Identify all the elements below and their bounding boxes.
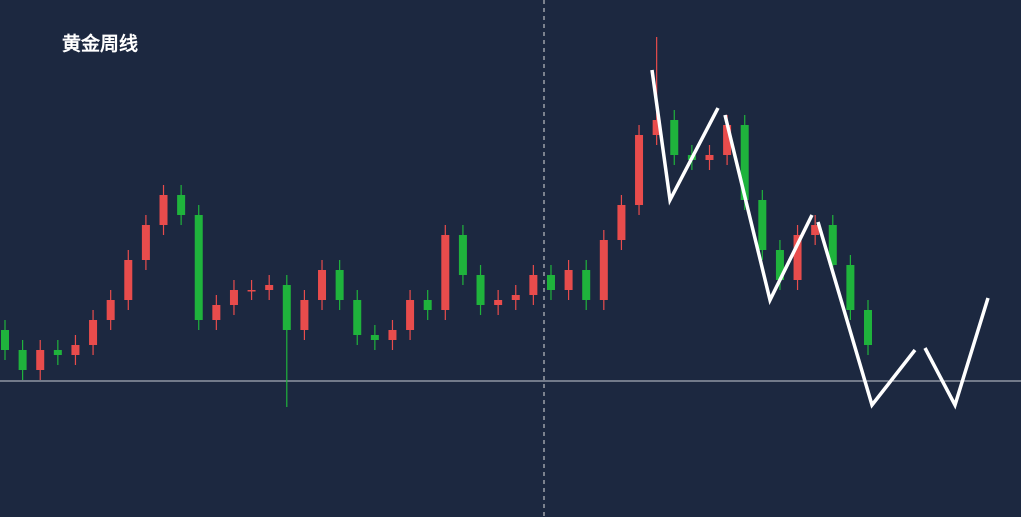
candle-body <box>793 235 802 280</box>
candle-body <box>758 200 767 250</box>
candle-body <box>406 300 415 330</box>
arrow <box>816 221 917 409</box>
candle-body <box>458 235 467 275</box>
projection-arrows <box>650 69 990 410</box>
candle-body <box>670 120 679 155</box>
candle-body <box>705 155 714 160</box>
arrow <box>923 297 990 410</box>
candle-body <box>582 270 591 300</box>
candle-body <box>599 240 608 300</box>
candle-body <box>1 330 9 350</box>
candle-body <box>441 235 450 310</box>
candle-body <box>300 300 309 330</box>
arrow <box>650 69 720 206</box>
candle-body <box>124 260 133 300</box>
candle-body <box>635 135 644 205</box>
candle-body <box>353 300 362 335</box>
candle-body <box>811 225 820 235</box>
candle-body <box>529 275 538 295</box>
candle-body <box>511 295 520 300</box>
candle-body <box>388 330 397 340</box>
candle-body <box>564 270 573 290</box>
candle-body <box>476 275 485 305</box>
candle-body <box>370 335 379 340</box>
candle-body <box>282 285 291 330</box>
candles <box>1 37 872 407</box>
candle-body <box>846 265 855 310</box>
candle-body <box>89 320 98 345</box>
candle-body <box>194 215 203 320</box>
candle-body <box>141 225 150 260</box>
candle-body <box>229 290 238 305</box>
candle-body <box>740 125 749 200</box>
candle-body <box>828 225 837 265</box>
candle-body <box>723 125 732 155</box>
candle-body <box>18 350 27 370</box>
chart-title: 黄金周线 <box>62 32 138 55</box>
arrow <box>723 114 814 306</box>
candle-body <box>617 205 626 240</box>
candle-body <box>864 310 872 345</box>
candle-body <box>177 195 186 215</box>
candle-body <box>212 305 221 320</box>
candle-body <box>423 300 432 310</box>
candle-body <box>775 250 784 280</box>
candle-body <box>546 275 555 290</box>
candle-body <box>652 120 661 135</box>
candle-body <box>36 350 45 370</box>
candle-body <box>494 300 503 305</box>
candle-body <box>265 285 274 290</box>
candle-body <box>335 270 344 300</box>
candle-body <box>53 350 62 355</box>
candle-body <box>247 290 256 292</box>
candle-body <box>159 195 168 225</box>
candle-body <box>318 270 327 300</box>
candle-body <box>106 300 115 320</box>
candle-body <box>71 345 80 355</box>
